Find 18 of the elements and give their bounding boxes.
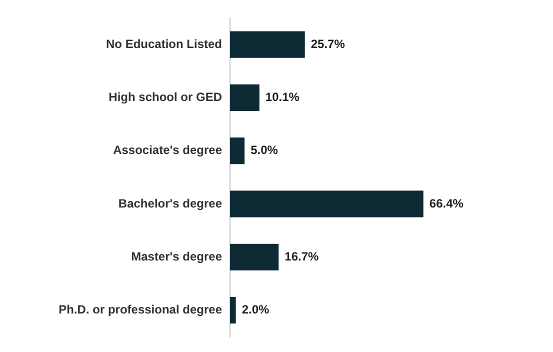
data-label: 10.1% xyxy=(265,90,300,104)
y-tick-label: Master's degree xyxy=(131,249,222,264)
data-label: 66.4% xyxy=(429,196,464,210)
bar xyxy=(230,244,279,270)
bar xyxy=(230,31,305,58)
data-label: 16.7% xyxy=(284,249,319,264)
data-label: 2.0% xyxy=(242,302,270,317)
bar xyxy=(230,84,260,111)
bar xyxy=(230,138,245,164)
bar xyxy=(230,190,424,218)
bar xyxy=(230,296,236,324)
y-tick-label: Associate's degree xyxy=(113,143,222,158)
data-label: 25.7% xyxy=(310,36,346,51)
data-label: 5.0% xyxy=(250,143,278,158)
y-tick-label: Bachelor's degree xyxy=(118,196,222,210)
y-tick-label: High school or GED xyxy=(108,90,222,104)
y-tick-label: Ph.D. or professional degree xyxy=(58,302,222,317)
y-tick-label: No Education Listed xyxy=(106,36,222,51)
